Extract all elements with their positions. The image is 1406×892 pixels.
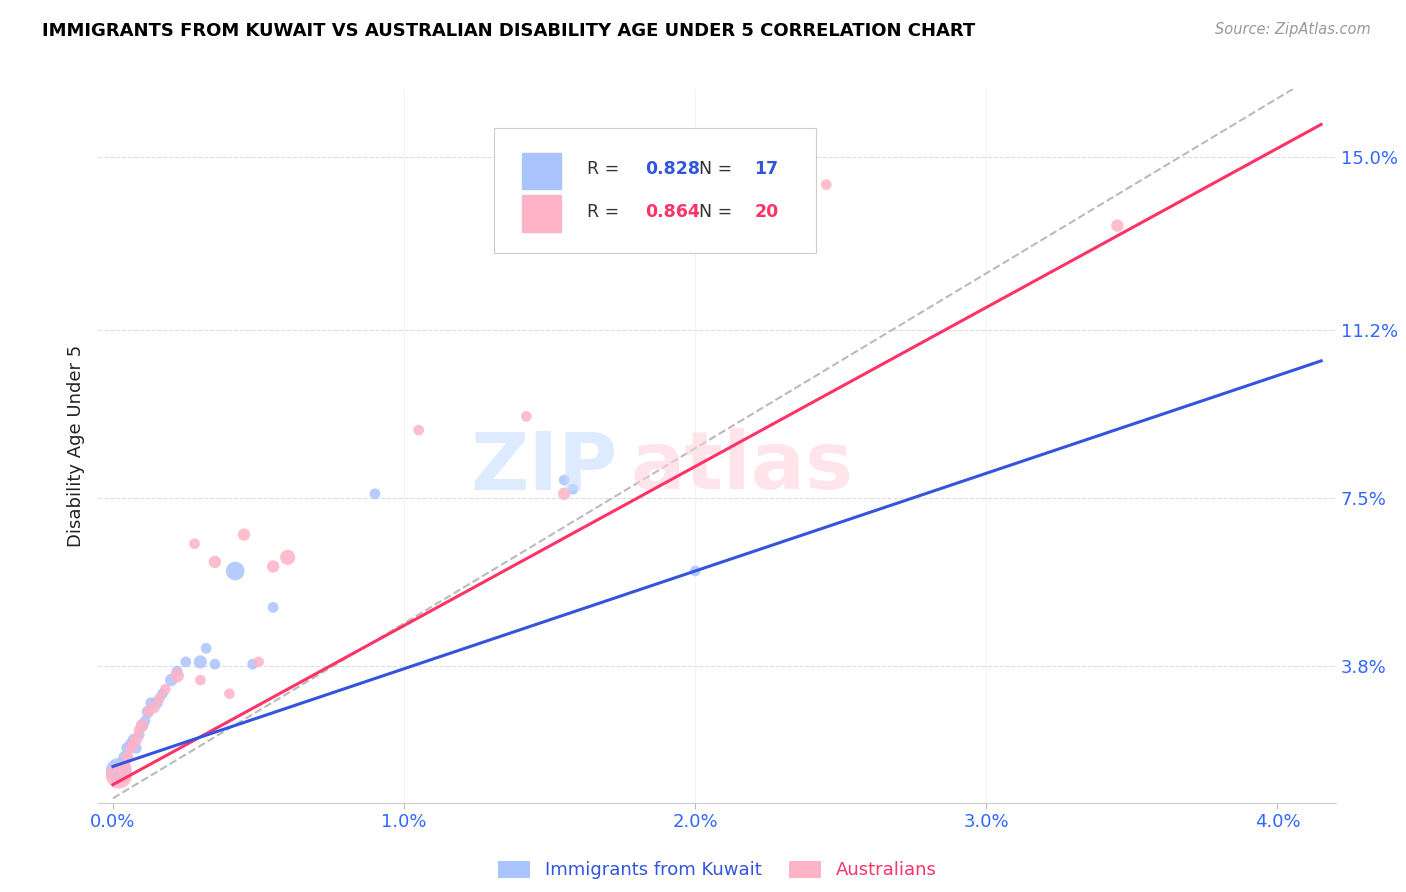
Bar xyxy=(522,195,561,232)
Point xyxy=(152,687,174,701)
Point xyxy=(277,550,299,565)
Point xyxy=(174,655,197,669)
Point xyxy=(166,664,188,678)
Text: 20: 20 xyxy=(754,203,779,221)
Point xyxy=(1107,219,1129,233)
Point xyxy=(117,741,139,756)
Text: R =: R = xyxy=(588,161,624,178)
Point xyxy=(114,750,136,764)
FancyBboxPatch shape xyxy=(495,128,815,253)
Point xyxy=(120,741,142,756)
Point xyxy=(134,714,156,728)
Text: Source: ZipAtlas.com: Source: ZipAtlas.com xyxy=(1215,22,1371,37)
Point xyxy=(139,696,162,710)
Text: N =: N = xyxy=(699,161,737,178)
Point xyxy=(142,700,165,714)
Text: ZIP: ZIP xyxy=(471,428,619,507)
Point xyxy=(122,732,145,747)
Point xyxy=(515,409,537,424)
Point xyxy=(262,600,284,615)
Point xyxy=(562,482,585,496)
Text: 17: 17 xyxy=(754,161,779,178)
Point xyxy=(683,564,706,578)
Text: R =: R = xyxy=(588,203,624,221)
Point xyxy=(188,673,211,687)
Text: 0.864: 0.864 xyxy=(645,203,700,221)
Point xyxy=(233,527,256,541)
Point xyxy=(242,657,264,672)
Point xyxy=(125,732,148,747)
Point xyxy=(136,705,159,719)
Point xyxy=(188,655,211,669)
Point xyxy=(120,737,142,751)
Point xyxy=(128,723,150,737)
Point xyxy=(128,728,150,742)
Y-axis label: Disability Age Under 5: Disability Age Under 5 xyxy=(66,345,84,547)
Point xyxy=(364,487,387,501)
Point xyxy=(262,559,284,574)
Text: IMMIGRANTS FROM KUWAIT VS AUSTRALIAN DISABILITY AGE UNDER 5 CORRELATION CHART: IMMIGRANTS FROM KUWAIT VS AUSTRALIAN DIS… xyxy=(42,22,976,40)
Point xyxy=(131,718,153,732)
Point xyxy=(107,764,129,778)
Legend: Immigrants from Kuwait, Australians: Immigrants from Kuwait, Australians xyxy=(491,854,943,887)
Point xyxy=(145,696,167,710)
Point xyxy=(114,759,136,773)
Point xyxy=(218,687,240,701)
Point xyxy=(815,178,838,192)
Point xyxy=(131,718,153,732)
Point xyxy=(183,537,205,551)
Point xyxy=(160,673,183,687)
Point xyxy=(166,668,188,682)
Point xyxy=(117,750,139,764)
Point xyxy=(122,737,145,751)
Point xyxy=(155,682,177,697)
Point xyxy=(107,768,129,782)
Point xyxy=(553,473,575,487)
Point xyxy=(247,655,270,669)
Bar xyxy=(522,153,561,189)
Point xyxy=(553,487,575,501)
Point xyxy=(224,564,246,578)
Point xyxy=(148,691,170,706)
Point xyxy=(408,423,430,437)
Text: 0.828: 0.828 xyxy=(645,161,700,178)
Point xyxy=(125,741,148,756)
Point xyxy=(136,705,159,719)
Text: atlas: atlas xyxy=(630,428,853,507)
Text: N =: N = xyxy=(699,203,737,221)
Point xyxy=(195,641,218,656)
Point xyxy=(204,555,226,569)
Point xyxy=(204,657,226,672)
